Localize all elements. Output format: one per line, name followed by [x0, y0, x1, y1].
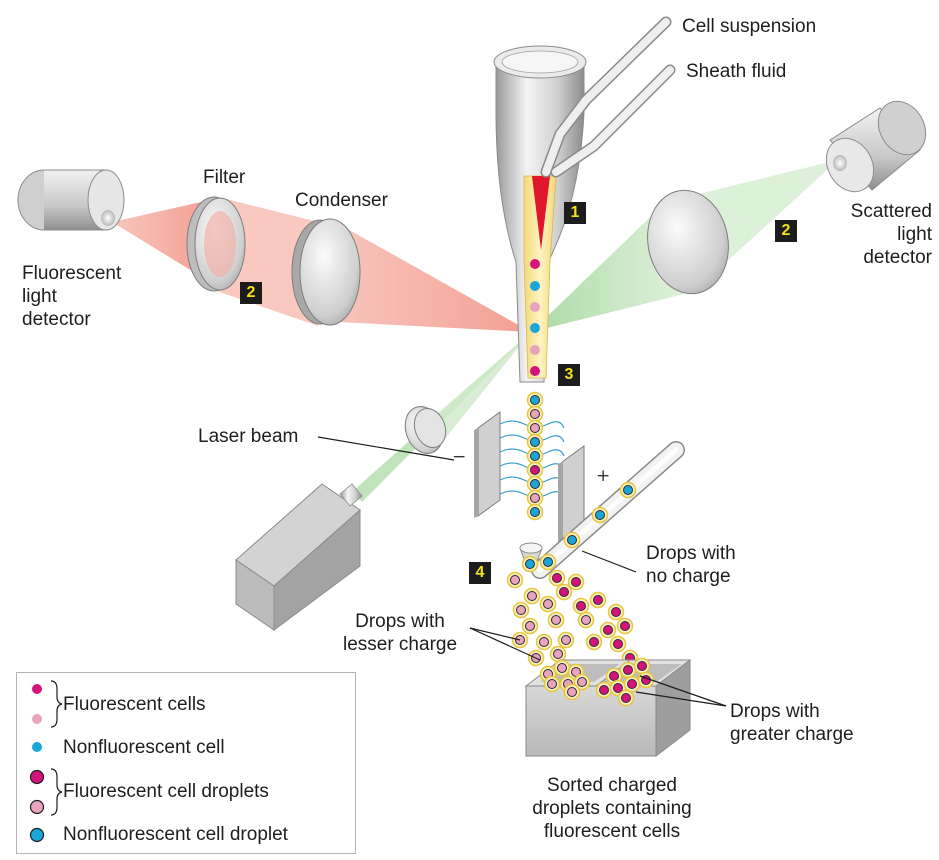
- tube-drops: [521, 481, 637, 573]
- charged-droplet: [506, 571, 524, 589]
- stream-droplet: [526, 419, 544, 437]
- sorted-droplet: [617, 689, 635, 707]
- scattered-detector: [825, 100, 927, 193]
- sorted-droplet: [573, 673, 591, 691]
- cell-suspension-label: Cell suspension: [682, 16, 817, 37]
- legend-nonfluorescent-cell: [32, 742, 42, 752]
- legend-brace-droplets: [50, 768, 63, 816]
- cell-suspension-tube: [540, 16, 672, 178]
- charged-droplet: [572, 597, 590, 615]
- charged-droplet: [523, 587, 541, 605]
- drops-lesser-charge-label: Drops with lesser charge: [342, 611, 458, 655]
- droplet-stream: [526, 391, 544, 521]
- positive-plate-sign: +: [596, 466, 611, 486]
- positive-plate: [558, 445, 585, 552]
- step-2-fluorescent-badge: 2: [240, 282, 262, 304]
- step-1-badge: 1: [564, 202, 586, 224]
- scattered-light-detector-label: Scattered light detector: [850, 201, 932, 268]
- charged-droplet: [607, 603, 625, 621]
- charged-droplet: [521, 617, 539, 635]
- scattered-lens: [647, 189, 729, 295]
- step-4-badge: 4: [469, 562, 491, 584]
- uncharged-droplet: [539, 553, 557, 571]
- charged-droplet: [539, 595, 557, 613]
- legend-fluorescent-pink-cell: [32, 714, 42, 724]
- charged-droplet: [548, 569, 566, 587]
- stream-droplet: [526, 503, 544, 521]
- legend-symbols: [29, 680, 63, 843]
- legend-nonfluorescent-cell-label: Nonfluorescent cell: [63, 737, 225, 758]
- condenser-lens: [291, 218, 361, 326]
- sorted-droplet: [595, 681, 613, 699]
- sorted-droplet: [623, 675, 641, 693]
- charged-droplet: [547, 611, 565, 629]
- condenser-label: Condenser: [295, 190, 388, 211]
- legend-nonfluorescent-droplet: [29, 827, 45, 843]
- uncharged-droplet: [619, 481, 637, 499]
- negative-plate-sign: −: [452, 447, 467, 467]
- stream-droplet: [526, 405, 544, 423]
- legend-fluorescent-pink-droplet: [29, 799, 45, 815]
- box-drops: [539, 657, 655, 707]
- stream-droplet: [526, 391, 544, 409]
- fluorescent-light-detector-label: Fluorescent light detector: [22, 263, 122, 330]
- stream-droplet: [526, 433, 544, 451]
- uncharged-droplet: [521, 555, 539, 573]
- step-3-badge: 3: [558, 364, 580, 386]
- uncharged-droplet: [563, 531, 581, 549]
- legend-fluorescent-droplets-label: Fluorescent cell droplets: [63, 781, 269, 802]
- sorted-droplet: [563, 683, 581, 701]
- legend-brace-cells: [50, 680, 63, 728]
- filter-label: Filter: [203, 167, 246, 188]
- sorted-droplet: [633, 657, 651, 675]
- stream-droplet: [526, 461, 544, 479]
- charged-droplet: [549, 645, 567, 663]
- sheath-fluid-tube: [550, 64, 676, 178]
- sorted-droplets-caption: Sorted charged droplets containing fluor…: [532, 775, 692, 842]
- charged-droplet: [616, 617, 634, 635]
- legend-fluorescent-magenta-droplet: [29, 769, 45, 785]
- legend-nonfluorescent-droplet-label: Nonfluorescent cell droplet: [63, 824, 288, 845]
- charged-drops: [506, 569, 639, 667]
- charged-droplet: [585, 633, 603, 651]
- charged-droplet: [555, 583, 573, 601]
- laser-source: [235, 483, 363, 631]
- charged-droplet: [609, 635, 627, 653]
- sorted-droplet: [543, 675, 561, 693]
- charged-droplet: [557, 631, 575, 649]
- laser-lens: [404, 406, 447, 454]
- step-2-scatter-badge: 2: [775, 220, 797, 242]
- chamber-cells: [530, 259, 540, 376]
- charged-droplet: [535, 633, 553, 651]
- leader-lines: [317, 436, 727, 707]
- stream-droplet: [526, 489, 544, 507]
- sheath-fluid-label: Sheath fluid: [686, 61, 787, 82]
- charged-droplet: [567, 573, 585, 591]
- filter: [186, 196, 246, 292]
- drops-no-charge-label: Drops with no charge: [646, 543, 736, 587]
- legend-fluorescent-cells-label: Fluorescent cells: [63, 694, 206, 715]
- sorted-droplet: [553, 659, 571, 677]
- fluorescent-detector: [17, 169, 125, 231]
- charged-droplet: [577, 611, 595, 629]
- negative-plate: [474, 411, 501, 518]
- legend-fluorescent-magenta-cell: [32, 684, 42, 694]
- charged-droplet: [512, 601, 530, 619]
- drops-greater-charge-label: Drops with greater charge: [730, 701, 854, 745]
- laser-beam-label: Laser beam: [198, 426, 299, 447]
- sorted-droplet: [619, 661, 637, 679]
- charged-droplet: [599, 621, 617, 639]
- stream-droplet: [526, 447, 544, 465]
- stream-droplet: [526, 475, 544, 493]
- legend: Fluorescent cells Nonfluorescent cell Fl…: [16, 672, 356, 854]
- uncharged-droplet: [591, 506, 609, 524]
- charged-droplet: [589, 591, 607, 609]
